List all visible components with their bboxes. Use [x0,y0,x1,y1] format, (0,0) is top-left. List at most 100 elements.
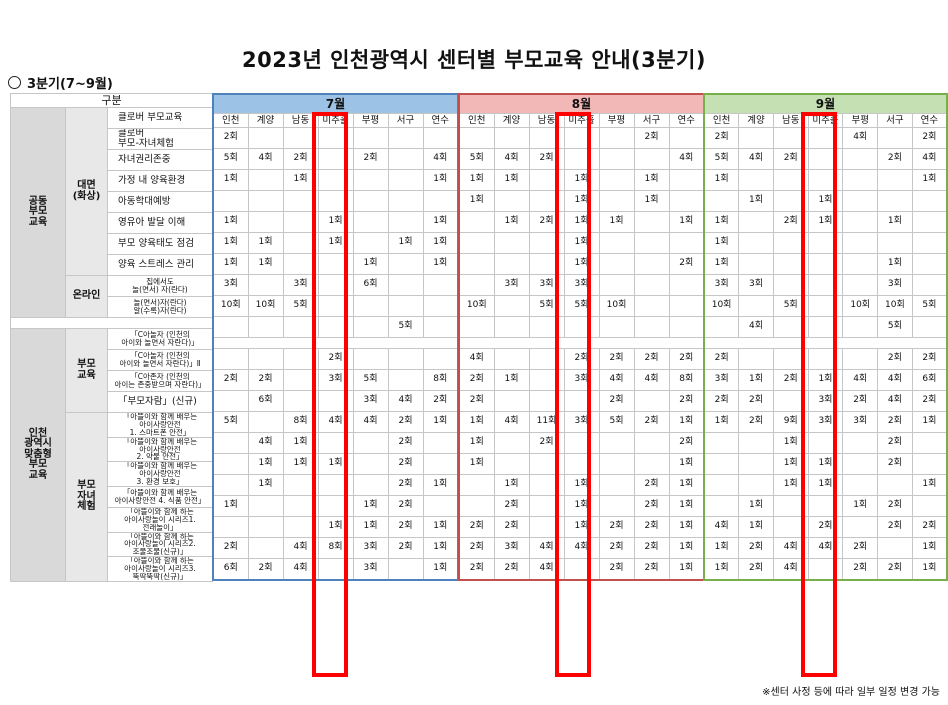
count-cell-yeonsu [422,316,459,338]
count-cell-gyeyang [247,348,284,370]
count-cell-yeonsu: 4회 [911,148,948,170]
count-cell-gyeyang: 4회 [493,411,530,433]
count-cell-incheon [703,453,740,475]
program-label: 「C아놀자 (인천의 아이와 놀면서 자란다)」Ⅱ [107,349,213,371]
program-label: 부모 양육태도 점검 [107,233,213,255]
count-cell-yeonsu: 1회 [668,495,705,517]
count-cell-yeonsu: 1회 [422,169,459,191]
count-cell-gyeyang: 2회 [247,558,284,581]
count-cell-gyeyang: 2회 [738,411,774,433]
count-cell-incheon: 2회 [212,537,249,559]
count-cell-incheon [212,432,249,454]
count-cell-yeonsu [422,495,459,517]
count-cell-seogu [633,390,670,412]
count-cell-incheon: 4회 [703,516,740,538]
count-cell-yeonsu: 2회 [668,253,705,275]
count-cell-gyeyang [247,537,284,559]
count-cell-bupyeong [598,274,635,296]
count-cell-bupyeong [352,474,389,496]
count-cell-incheon [212,316,249,338]
count-cell-bupyeong [352,453,389,475]
count-cell-yeonsu [911,253,948,275]
count-cell-incheon: 1회 [212,211,249,233]
region-header-incheon: 인천 [212,113,249,128]
region-header-seogu: 서구 [877,113,913,128]
count-cell-gyeyang: 1회 [738,495,774,517]
group-custom: 인천 광역시 맞춤형 부모 교육 [10,328,66,582]
count-cell-yeonsu [422,432,459,454]
program-label: 클로버 부모교육 [107,107,213,129]
quarter-subtitle: 3분기(7~9월) [8,73,113,92]
count-cell-yeonsu: 2회 [422,390,459,412]
count-cell-gyeyang [493,232,530,254]
program-label: 자녀권리존중 [107,149,213,171]
count-cell-yeonsu [911,190,948,212]
count-cell-bupyeong [352,348,389,370]
program-label: 「아뜰이와 함께 하는 아이사랑놀이 시리즈1. 전래놀이」 [107,506,213,533]
program-label: 클로버 부모-자녀체험 [107,128,213,150]
count-cell-yeonsu [422,295,459,317]
count-cell-incheon: 2회 [212,127,249,149]
program-label: 「아뜰이와 함께 배우는 아이사랑안전 4. 식품 안전」 [107,485,213,508]
count-cell-seogu [387,148,424,170]
count-cell-gyeyang [738,474,774,496]
count-cell-yeonsu [668,316,705,338]
count-cell-incheon: 1회 [458,190,495,212]
count-cell-incheon: 1회 [458,432,495,454]
count-cell-gyeyang: 4회 [738,148,774,170]
count-cell-incheon: 1회 [212,253,249,275]
count-cell-seogu: 2회 [387,474,424,496]
count-cell-bupyeong [842,453,879,475]
count-cell-yeonsu [668,274,705,296]
count-cell-bupyeong [598,127,635,149]
count-cell-incheon: 2회 [458,390,495,412]
count-cell-seogu: 2회 [633,348,670,370]
region-header-bupyeong: 부평 [352,113,389,128]
count-cell-bupyeong: 1회 [352,516,389,538]
region-header-bupyeong: 부평 [598,113,635,128]
count-cell-seogu: 10회 [877,295,913,317]
count-cell-incheon: 10회 [458,295,495,317]
count-cell-seogu: 1회 [877,253,913,275]
count-cell-seogu [387,211,424,233]
count-cell-seogu: 2회 [633,127,670,149]
count-cell-gyeyang: 10회 [247,295,284,317]
subgroup-online: 온라인 [65,275,108,318]
region-header-seogu: 서구 [387,113,424,128]
count-cell-yeonsu [422,190,459,212]
count-cell-gyeyang: 4회 [247,432,284,454]
count-cell-gyeyang [493,453,530,475]
count-cell-incheon: 1회 [703,253,740,275]
count-cell-yeonsu: 4회 [668,148,705,170]
count-cell-bupyeong [598,474,635,496]
count-cell-gyeyang [247,516,284,538]
count-cell-seogu: 2회 [387,453,424,475]
count-cell-incheon: 5회 [703,148,740,170]
count-cell-gyeyang [493,253,530,275]
count-cell-gyeyang: 3회 [493,537,530,559]
count-cell-gyeyang [738,169,774,191]
count-cell-yeonsu: 1회 [668,474,705,496]
count-cell-bupyeong: 2회 [842,390,879,412]
count-cell-seogu: 1회 [633,169,670,191]
count-cell-bupyeong: 3회 [352,558,389,581]
count-cell-seogu [633,316,670,338]
count-cell-yeonsu: 1회 [668,558,705,581]
count-cell-bupyeong: 2회 [598,390,635,412]
count-cell-bupyeong: 5회 [598,411,635,433]
count-cell-gyeyang [738,253,774,275]
count-cell-namdong: 4회 [282,537,319,559]
highlight-box-september-michuhol [801,112,837,677]
count-cell-yeonsu: 1회 [911,537,948,559]
count-cell-seogu: 5회 [877,316,913,338]
count-cell-incheon: 4회 [458,348,495,370]
count-cell-gyeyang [738,211,774,233]
count-cell-seogu: 2회 [387,516,424,538]
count-cell-seogu [387,190,424,212]
count-cell-seogu: 2회 [387,495,424,517]
count-cell-seogu: 1회 [633,190,670,212]
count-cell-gyeyang [247,495,284,517]
count-cell-bupyeong [352,316,389,338]
region-header-gyeyang: 계양 [493,113,530,128]
count-cell-seogu [633,211,670,233]
